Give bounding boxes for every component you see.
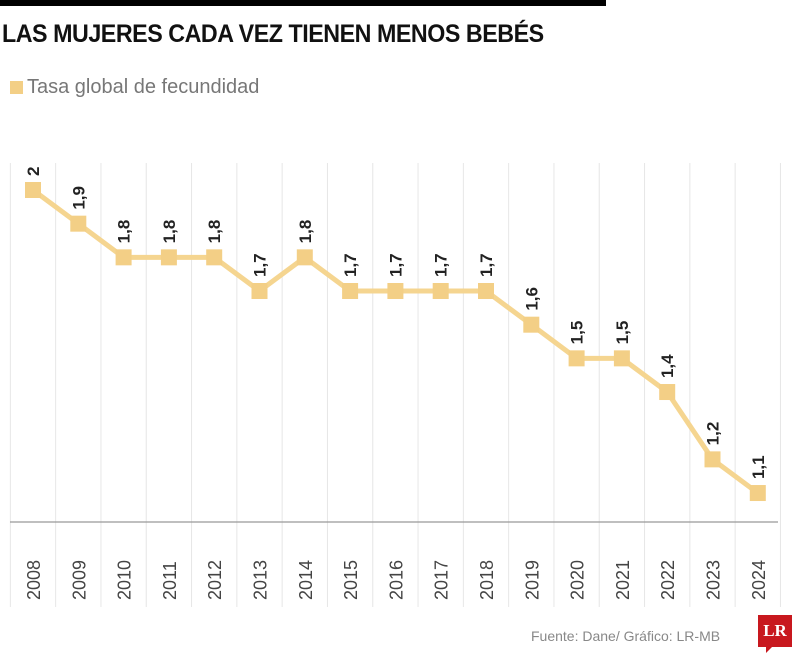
x-tick-label: 2023 bbox=[704, 560, 724, 600]
top-bar bbox=[0, 0, 606, 6]
x-tick-label: 2018 bbox=[477, 560, 497, 600]
data-label: 1,6 bbox=[522, 287, 541, 311]
data-label: 1,7 bbox=[251, 253, 270, 277]
data-label: 1,7 bbox=[386, 253, 405, 277]
data-label: 1,8 bbox=[296, 220, 315, 244]
data-label: 1,8 bbox=[115, 220, 134, 244]
data-label: 1,1 bbox=[749, 455, 768, 479]
data-point bbox=[25, 182, 41, 198]
x-tick-label: 2019 bbox=[522, 560, 542, 600]
x-tick-label: 2016 bbox=[386, 560, 406, 600]
data-point bbox=[206, 249, 223, 266]
data-point bbox=[115, 249, 132, 266]
data-label: 1,5 bbox=[613, 321, 632, 345]
x-tick-label: 2017 bbox=[432, 560, 452, 600]
data-point bbox=[749, 485, 766, 502]
series-line bbox=[31, 187, 760, 496]
x-tick-label: 2008 bbox=[24, 560, 44, 600]
x-tick-label: 2020 bbox=[568, 560, 588, 600]
x-tick-label: 2013 bbox=[251, 560, 271, 600]
data-label: 1,2 bbox=[704, 422, 723, 446]
legend-label: Tasa global de fecundidad bbox=[27, 76, 260, 98]
data-point bbox=[523, 316, 540, 333]
data-point bbox=[160, 249, 177, 266]
legend: Tasa global de fecundidad bbox=[10, 76, 259, 99]
data-point bbox=[251, 283, 268, 300]
x-tick-label: 2011 bbox=[160, 561, 180, 600]
data-point bbox=[387, 283, 404, 300]
data-label: 1,8 bbox=[160, 220, 179, 244]
legend-swatch bbox=[10, 81, 23, 94]
data-point bbox=[70, 215, 87, 232]
chart-title: LAS MUJERES CADA VEZ TIENEN MENOS BEBÉS bbox=[2, 20, 544, 48]
data-label: 1,5 bbox=[568, 321, 587, 345]
x-tick-label: 2015 bbox=[341, 560, 361, 600]
x-tick-label: 2009 bbox=[69, 560, 89, 600]
data-point bbox=[659, 384, 676, 401]
data-label: 1,7 bbox=[432, 253, 451, 277]
data-label: 1,8 bbox=[205, 220, 224, 244]
x-tick-label: 2024 bbox=[749, 560, 769, 600]
data-point bbox=[704, 451, 721, 468]
source-note: Fuente: Dane/ Gráfico: LR-MB bbox=[531, 628, 721, 644]
lr-logo: LR bbox=[758, 615, 792, 653]
data-point bbox=[342, 283, 359, 300]
data-point bbox=[613, 350, 630, 367]
x-tick-label: 2022 bbox=[658, 560, 678, 600]
data-point bbox=[432, 283, 449, 300]
data-label: 2 bbox=[24, 167, 43, 176]
data-label: 1,4 bbox=[658, 354, 677, 378]
data-point bbox=[478, 283, 494, 300]
data-label: 1,7 bbox=[341, 253, 360, 277]
x-tick-label: 2014 bbox=[296, 560, 316, 600]
x-tick-label: 2021 bbox=[613, 560, 633, 600]
data-point bbox=[568, 350, 585, 367]
x-tick-label: 2010 bbox=[115, 560, 135, 600]
data-point bbox=[296, 249, 313, 266]
data-label: 1,9 bbox=[69, 186, 88, 210]
data-label: 1,7 bbox=[477, 253, 496, 277]
x-tick-label: 2012 bbox=[205, 560, 225, 600]
